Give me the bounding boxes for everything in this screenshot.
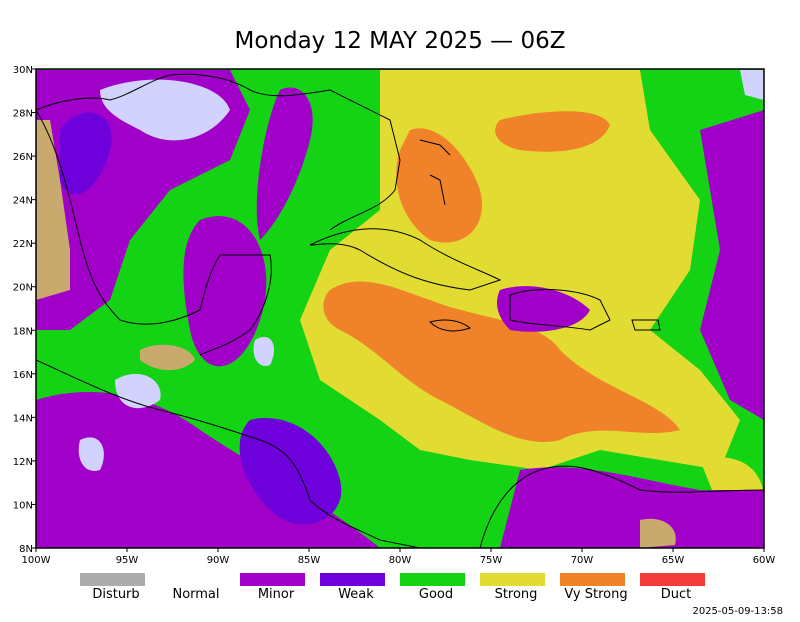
legend-swatch: [240, 573, 305, 586]
legend-label: Good: [419, 587, 453, 602]
legend-swatch: [320, 573, 385, 586]
lat-label: 28N: [13, 109, 33, 120]
lon-label: 65W: [662, 555, 685, 566]
legend-label: Disturb: [92, 587, 139, 602]
legend-swatch: [400, 573, 465, 586]
lon-label: 70W: [571, 555, 594, 566]
lat-label: 24N: [13, 196, 33, 207]
legend-label: Vy Strong: [564, 587, 627, 602]
legend-swatch: [560, 573, 625, 586]
lat-label: 30N: [13, 65, 33, 76]
legend-label: Minor: [258, 587, 295, 602]
legend-label: Strong: [495, 587, 538, 602]
lat-label: 20N: [13, 283, 33, 294]
lat-label: 10N: [13, 500, 33, 511]
legend-swatch: [480, 573, 545, 586]
legend-label: Duct: [661, 587, 692, 602]
legend-swatch: [80, 573, 145, 586]
map-title: Monday 12 MAY 2025 — 06Z: [234, 28, 565, 54]
lat-label: 26N: [13, 152, 33, 163]
lat-label: 8N: [19, 544, 33, 555]
lon-label: 85W: [298, 555, 321, 566]
timestamp: 2025-05-09-13:58: [692, 606, 783, 617]
lon-label: 80W: [389, 555, 412, 566]
lon-label: 60W: [753, 555, 776, 566]
legend-swatch: [640, 573, 705, 586]
lat-label: 22N: [13, 239, 33, 250]
lat-label: 18N: [13, 326, 33, 337]
lon-label: 100W: [22, 555, 51, 566]
lon-label: 90W: [207, 555, 230, 566]
lon-label: 75W: [480, 555, 503, 566]
legend-label: Weak: [338, 587, 374, 602]
lon-label: 95W: [116, 555, 139, 566]
lat-label: 14N: [13, 413, 33, 424]
lat-label: 12N: [13, 457, 33, 468]
lat-label: 16N: [13, 370, 33, 381]
legend-label: Normal: [172, 587, 219, 602]
map-field: [36, 69, 764, 548]
